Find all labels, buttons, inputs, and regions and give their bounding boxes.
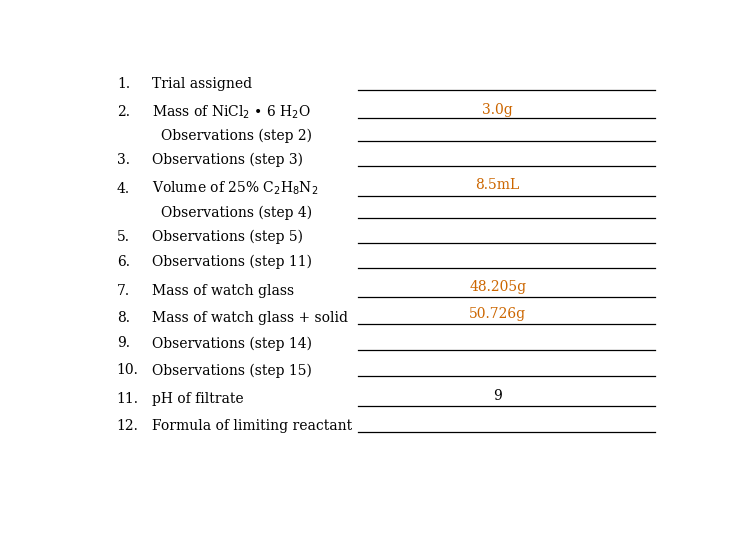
Text: 3.0g: 3.0g [482, 102, 513, 117]
Text: 8.5mL: 8.5mL [476, 178, 520, 192]
Text: 9: 9 [494, 389, 502, 403]
Text: 4.: 4. [117, 182, 130, 196]
Text: Observations (step 5): Observations (step 5) [152, 229, 303, 244]
Text: 8.: 8. [117, 311, 130, 325]
Text: Observations (step 2): Observations (step 2) [160, 128, 311, 143]
Text: 7.: 7. [117, 284, 130, 298]
Text: Observations (step 3): Observations (step 3) [152, 153, 303, 167]
Text: Mass of NiCl$_2$ • 6 H$_2$O: Mass of NiCl$_2$ • 6 H$_2$O [152, 103, 310, 120]
Text: 12.: 12. [116, 419, 138, 433]
Text: Observations (step 11): Observations (step 11) [152, 255, 312, 269]
Text: 48.205g: 48.205g [470, 280, 526, 294]
Text: 50.726g: 50.726g [470, 307, 526, 321]
Text: 1.: 1. [117, 77, 130, 91]
Text: Observations (step 4): Observations (step 4) [160, 206, 312, 220]
Text: 5.: 5. [117, 229, 130, 243]
Text: 3.: 3. [117, 153, 130, 167]
Text: Observations (step 15): Observations (step 15) [152, 363, 312, 378]
Text: 9.: 9. [117, 336, 130, 350]
Text: Formula of limiting reactant: Formula of limiting reactant [152, 419, 352, 433]
Text: Mass of watch glass: Mass of watch glass [152, 284, 294, 298]
Text: 10.: 10. [116, 364, 138, 378]
Text: pH of filtrate: pH of filtrate [152, 392, 244, 406]
Text: Mass of watch glass + solid: Mass of watch glass + solid [152, 311, 348, 325]
Text: Trial assigned: Trial assigned [152, 77, 252, 91]
Text: 6.: 6. [117, 255, 130, 269]
Text: 11.: 11. [116, 392, 138, 406]
Text: 2.: 2. [117, 105, 130, 119]
Text: Observations (step 14): Observations (step 14) [152, 336, 312, 351]
Text: Volume of 25% C$_2$H$_8$N$_2$: Volume of 25% C$_2$H$_8$N$_2$ [152, 180, 318, 197]
